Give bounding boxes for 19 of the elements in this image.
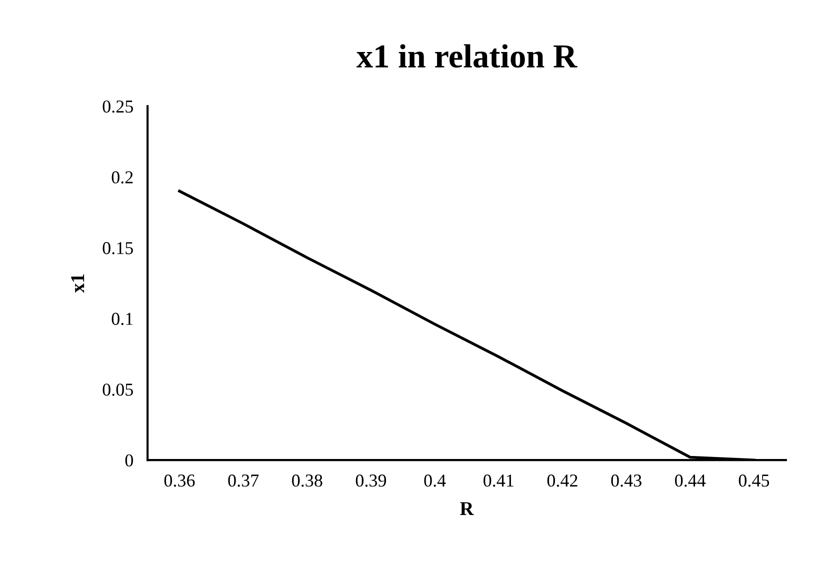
x-tick-label: 0.39 [356, 474, 386, 487]
x-tick-label: 0.37 [228, 474, 259, 487]
y-tick-label: 0.25 [102, 100, 133, 113]
x-tick-label: 0.43 [611, 474, 642, 487]
x-tick-label: 0.4 [424, 474, 446, 487]
y-tick-label: 0.2 [112, 171, 133, 184]
y-tick-label: 0.15 [102, 242, 133, 254]
y-tick-label: 0 [125, 454, 133, 467]
x-axis-title: R [460, 502, 474, 515]
y-tick-label: 0.1 [112, 312, 133, 326]
x-tick-label: 0.45 [738, 474, 770, 487]
x-tick-label: 0.44 [675, 474, 706, 487]
y-tick-label: 0.05 [102, 384, 133, 396]
x-tick-label: 0.41 [484, 474, 514, 487]
x-tick-label: 0.36 [164, 474, 195, 487]
x-tick-label: 0.42 [547, 474, 578, 487]
x-tick-label: 0.38 [292, 474, 322, 487]
chart-title: x1 in relation R [356, 44, 578, 68]
y-axis-title: x1 [71, 274, 84, 293]
